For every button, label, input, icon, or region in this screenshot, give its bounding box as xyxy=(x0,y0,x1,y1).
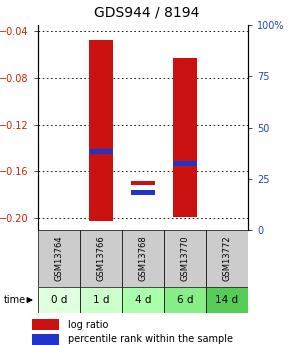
Bar xyxy=(33,319,59,330)
Bar xyxy=(89,40,113,221)
Text: log ratio: log ratio xyxy=(68,319,108,329)
Bar xyxy=(173,161,197,166)
Bar xyxy=(164,287,206,313)
Text: time: time xyxy=(4,295,26,305)
Bar xyxy=(38,230,80,287)
Text: 4 d: 4 d xyxy=(135,295,151,305)
Text: 0 d: 0 d xyxy=(51,295,67,305)
Bar xyxy=(164,230,206,287)
Text: GSM13768: GSM13768 xyxy=(139,236,147,282)
Text: 6 d: 6 d xyxy=(177,295,193,305)
Bar xyxy=(33,334,59,345)
Bar xyxy=(122,287,164,313)
Text: GDS944 / 8194: GDS944 / 8194 xyxy=(94,5,199,19)
Bar xyxy=(80,287,122,313)
Bar xyxy=(89,149,113,154)
Bar xyxy=(173,58,197,217)
Text: percentile rank within the sample: percentile rank within the sample xyxy=(68,335,233,345)
Bar xyxy=(206,287,248,313)
Text: 1 d: 1 d xyxy=(93,295,109,305)
Text: GSM13766: GSM13766 xyxy=(96,236,105,282)
Text: GSM13764: GSM13764 xyxy=(54,236,64,281)
Text: 14 d: 14 d xyxy=(215,295,239,305)
Bar xyxy=(122,230,164,287)
Bar xyxy=(132,190,154,195)
Text: GSM13770: GSM13770 xyxy=(180,236,190,281)
Bar xyxy=(132,181,154,186)
Bar xyxy=(38,287,80,313)
Bar xyxy=(206,230,248,287)
Bar xyxy=(80,230,122,287)
Text: GSM13772: GSM13772 xyxy=(222,236,231,281)
